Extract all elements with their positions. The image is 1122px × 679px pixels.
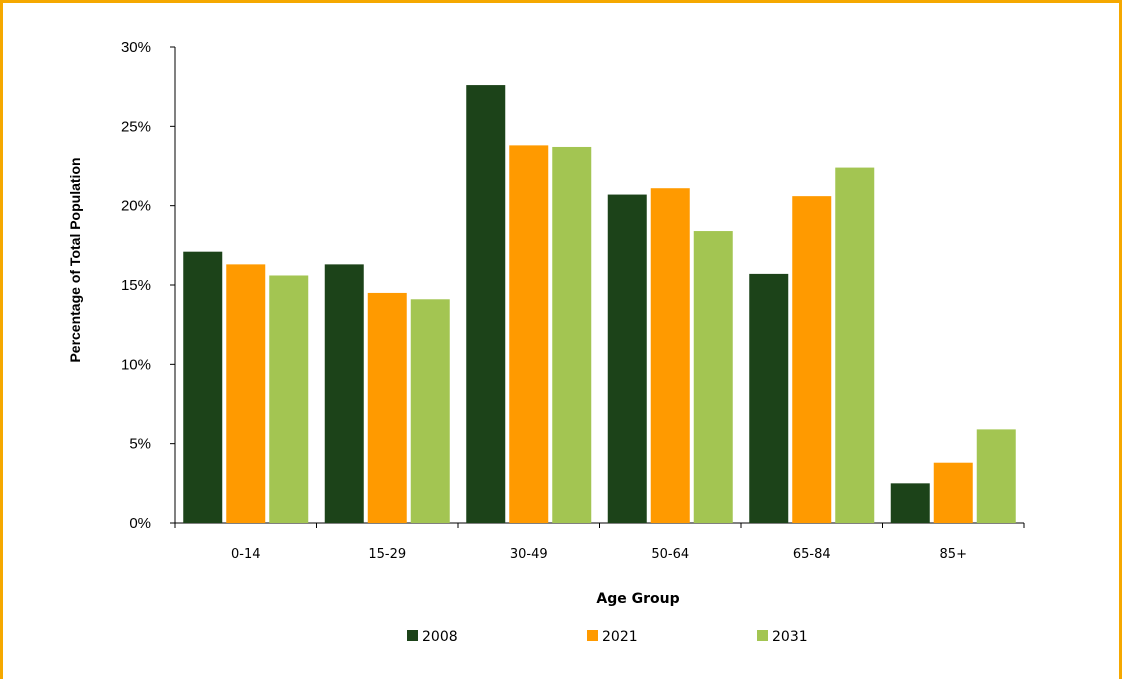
- legend-swatch-2031: [757, 630, 768, 641]
- bar-2021-15-29: [367, 292, 407, 523]
- legend-label-2031: 2031: [772, 629, 808, 645]
- y-tick-label: 20%: [121, 198, 151, 215]
- bar-2031-15-29: [410, 299, 450, 523]
- bar-2008-85+: [890, 483, 930, 523]
- bar-2021-65-84: [792, 196, 832, 523]
- legend-label-2021: 2021: [602, 629, 638, 645]
- x-tick-label: 0-14: [231, 547, 261, 562]
- x-axis-title: Age Group: [596, 591, 679, 607]
- legend-label-2008: 2008: [422, 629, 458, 645]
- bar-2031-50-64: [693, 231, 733, 523]
- y-tick-label: 25%: [121, 118, 151, 135]
- bar-2008-65-84: [749, 273, 789, 523]
- bar-chart: 0% 5% 10% 15% 20% 25% 30% 0-14 15-29 30-49 50-64 6…: [67, 39, 1025, 645]
- x-tick-label: 15-29: [368, 547, 406, 562]
- y-tick-label: 30%: [121, 39, 151, 56]
- x-tick-label: 85+: [940, 547, 967, 562]
- bar-2008-30-49: [466, 85, 506, 523]
- bar-2008-50-64: [607, 194, 647, 523]
- bar-2031-30-49: [552, 146, 592, 523]
- bar-2021-30-49: [509, 145, 549, 523]
- legend: 2008 2021 2031: [407, 629, 808, 645]
- x-tick-label: 30-49: [510, 547, 548, 562]
- y-axis-title: Percentage of Total Population: [67, 157, 83, 362]
- bar-2031-65-84: [835, 167, 875, 523]
- x-axis: 0-14 15-29 30-49 50-64 65-84 85+: [174, 522, 1025, 562]
- bar-2031-0-14: [269, 275, 309, 523]
- y-axis: 0% 5% 10% 15% 20% 25% 30%: [121, 39, 176, 532]
- bar-2021-85+: [933, 462, 973, 523]
- legend-swatch-2021: [587, 630, 598, 641]
- y-tick-label: 15%: [121, 277, 151, 294]
- y-tick-label: 5%: [129, 436, 151, 453]
- x-tick-label: 65-84: [793, 547, 831, 562]
- y-tick-label: 0%: [129, 515, 151, 532]
- bar-2008-15-29: [324, 264, 364, 523]
- legend-swatch-2008: [407, 630, 418, 641]
- bar-2031-85+: [976, 429, 1016, 523]
- bar-2021-50-64: [650, 188, 690, 524]
- y-tick-label: 10%: [121, 356, 151, 373]
- bar-2008-0-14: [183, 251, 223, 523]
- bar-2021-0-14: [226, 264, 266, 523]
- bars: [183, 85, 1016, 524]
- x-tick-label: 50-64: [651, 547, 689, 562]
